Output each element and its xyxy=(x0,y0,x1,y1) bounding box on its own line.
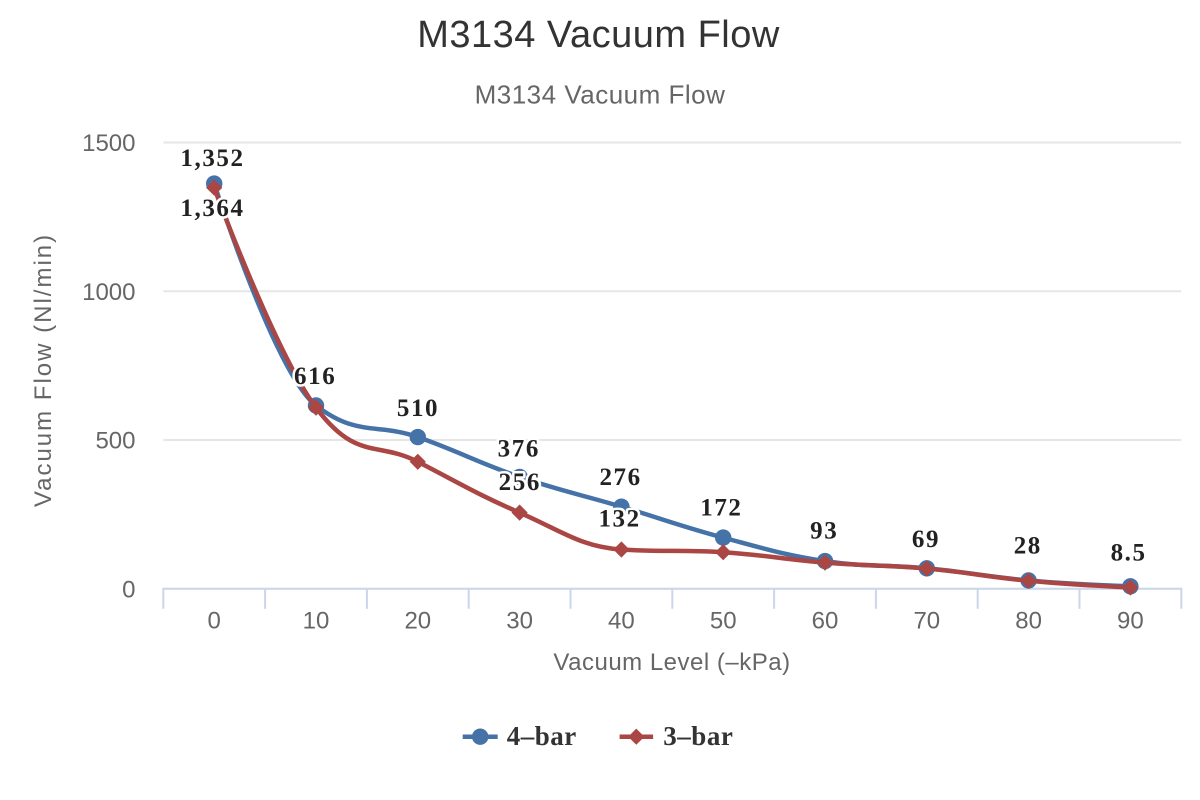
svg-text:10: 10 xyxy=(303,608,330,635)
svg-text:80: 80 xyxy=(1015,608,1042,635)
svg-text:Vacuum Level (–kPa): Vacuum Level (–kPa) xyxy=(553,649,790,676)
svg-text:90: 90 xyxy=(1117,608,1144,635)
svg-text:93: 93 xyxy=(810,518,838,545)
svg-text:8.5: 8.5 xyxy=(1111,540,1147,567)
svg-text:510: 510 xyxy=(397,395,439,422)
svg-text:M3134 Vacuum Flow: M3134 Vacuum Flow xyxy=(417,14,780,56)
svg-text:40: 40 xyxy=(608,608,635,635)
svg-text:376: 376 xyxy=(498,436,540,463)
svg-text:276: 276 xyxy=(599,464,641,491)
svg-text:60: 60 xyxy=(812,608,839,635)
svg-text:172: 172 xyxy=(700,495,742,522)
svg-text:Vacuum Flow (Nl/min): Vacuum Flow (Nl/min) xyxy=(30,233,57,507)
svg-text:70: 70 xyxy=(913,608,940,635)
svg-text:0: 0 xyxy=(122,576,135,603)
svg-text:1500: 1500 xyxy=(82,130,135,157)
svg-text:20: 20 xyxy=(404,608,431,635)
svg-text:1,352: 1,352 xyxy=(180,145,244,172)
svg-text:50: 50 xyxy=(710,608,737,635)
svg-text:1000: 1000 xyxy=(82,279,135,306)
svg-text:3–bar: 3–bar xyxy=(663,721,733,751)
svg-text:500: 500 xyxy=(95,428,135,455)
svg-text:28: 28 xyxy=(1014,533,1042,560)
svg-text:4–bar: 4–bar xyxy=(507,721,577,751)
svg-text:M3134 Vacuum Flow: M3134 Vacuum Flow xyxy=(475,80,726,110)
svg-text:616: 616 xyxy=(294,363,336,390)
svg-text:30: 30 xyxy=(506,608,533,635)
svg-text:132: 132 xyxy=(598,505,640,532)
svg-text:256: 256 xyxy=(499,469,541,496)
svg-text:0: 0 xyxy=(208,608,221,635)
svg-text:1,364: 1,364 xyxy=(180,195,244,222)
svg-text:69: 69 xyxy=(912,526,940,553)
